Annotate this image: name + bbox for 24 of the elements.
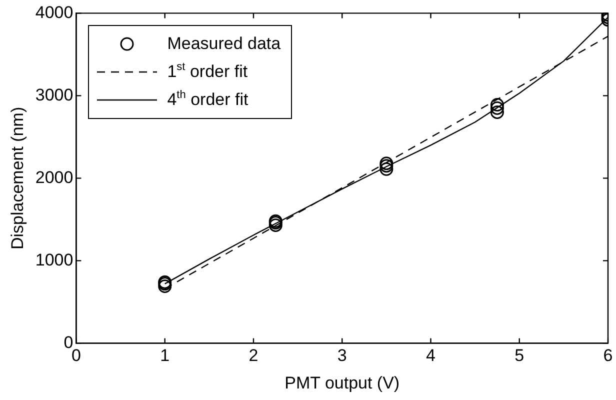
point — [268, 218, 282, 232]
x-tick-label: 5 — [514, 346, 524, 366]
y-tick-label: 3000 — [35, 85, 74, 104]
y-tick-label: 0 — [64, 332, 74, 352]
x-tick-label: 2 — [248, 346, 258, 366]
point — [380, 156, 394, 170]
point — [490, 98, 504, 112]
x-axis-title: PMT output (V) — [284, 373, 400, 392]
x-tick-label: 6 — [603, 346, 613, 366]
y-tick-label: 2000 — [35, 168, 74, 187]
y-tick-label: 4000 — [35, 2, 74, 22]
legend-label: Measured data — [167, 33, 281, 56]
point — [158, 280, 172, 294]
y-tick-label: 1000 — [35, 250, 74, 270]
point — [490, 105, 504, 119]
legend-label: 4$^{th}$ order fit — [167, 88, 248, 112]
x-tick-label: 4 — [426, 346, 436, 366]
legend-label: 1$^{st}$ order fit — [167, 60, 248, 84]
x-tick-label: 3 — [337, 346, 347, 366]
point — [380, 162, 394, 176]
y-axis-title: Displacement (nm) — [8, 106, 27, 250]
point — [490, 101, 504, 115]
point — [380, 159, 394, 173]
x-tick-label: 1 — [160, 346, 170, 366]
